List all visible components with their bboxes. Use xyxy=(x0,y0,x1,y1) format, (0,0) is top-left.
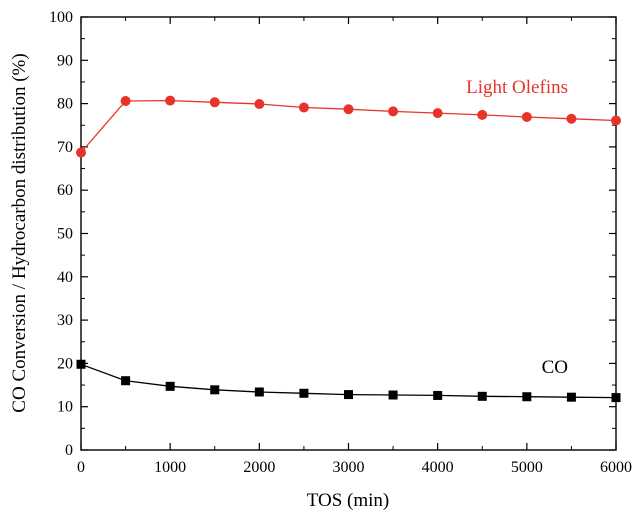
data-point-light-olefins xyxy=(76,147,86,158)
y-tick-label: 80 xyxy=(57,96,73,113)
data-point-co xyxy=(254,387,264,397)
x-tick-label: 3000 xyxy=(333,459,365,476)
data-point-light-olefins xyxy=(298,102,309,113)
y-tick-label: 90 xyxy=(57,52,73,69)
data-point-co xyxy=(388,390,398,400)
series-label-light-olefins: Light Olefins xyxy=(466,77,568,98)
data-point-co xyxy=(76,359,86,369)
y-tick-label: 70 xyxy=(57,139,73,156)
data-point-light-olefins xyxy=(209,97,220,108)
data-point-co xyxy=(210,385,220,395)
data-point-co xyxy=(299,388,309,398)
data-point-light-olefins xyxy=(254,99,265,110)
data-point-co xyxy=(121,376,131,386)
y-tick-label: 40 xyxy=(57,269,73,286)
y-tick-label: 30 xyxy=(57,312,73,329)
y-tick-label: 60 xyxy=(57,182,73,199)
data-point-co xyxy=(522,392,532,402)
data-point-co xyxy=(566,392,576,402)
data-point-light-olefins xyxy=(611,115,621,126)
y-axis-title: CO Conversion / Hydrocarbon distribution… xyxy=(9,53,30,412)
x-tick-label: 2000 xyxy=(243,459,275,476)
x-tick-label: 1000 xyxy=(154,459,186,476)
y-tick-label: 100 xyxy=(49,9,73,26)
data-point-light-olefins xyxy=(566,113,577,124)
data-point-light-olefins xyxy=(477,109,488,120)
data-point-light-olefins xyxy=(432,108,443,119)
data-point-co xyxy=(477,391,487,401)
data-point-co xyxy=(165,381,175,391)
x-tick-label: 0 xyxy=(77,459,85,476)
x-tick-label: 4000 xyxy=(422,459,454,476)
y-tick-label: 50 xyxy=(57,226,73,243)
data-point-light-olefins xyxy=(388,106,399,117)
data-point-co xyxy=(611,393,621,403)
x-tick-label: 5000 xyxy=(511,459,543,476)
y-tick-label: 20 xyxy=(57,355,73,372)
data-point-co xyxy=(344,390,353,400)
data-point-light-olefins xyxy=(343,104,354,115)
data-point-co xyxy=(433,390,443,400)
data-point-light-olefins xyxy=(521,112,532,123)
series-label-co: CO xyxy=(542,357,568,378)
y-axis: 0 10 20 30 40 50 60 70 80 90 100 xyxy=(49,9,616,459)
y-tick-label: 10 xyxy=(57,399,73,416)
x-tick-label: 6000 xyxy=(600,459,632,476)
series-layer xyxy=(76,95,621,403)
y-tick-label: 0 xyxy=(65,442,73,459)
data-point-light-olefins xyxy=(120,96,131,107)
x-axis: 0 1000 2000 3000 4000 5000 6000 xyxy=(77,17,632,476)
x-axis-title: TOS (min) xyxy=(307,490,390,511)
data-point-light-olefins xyxy=(165,95,176,106)
